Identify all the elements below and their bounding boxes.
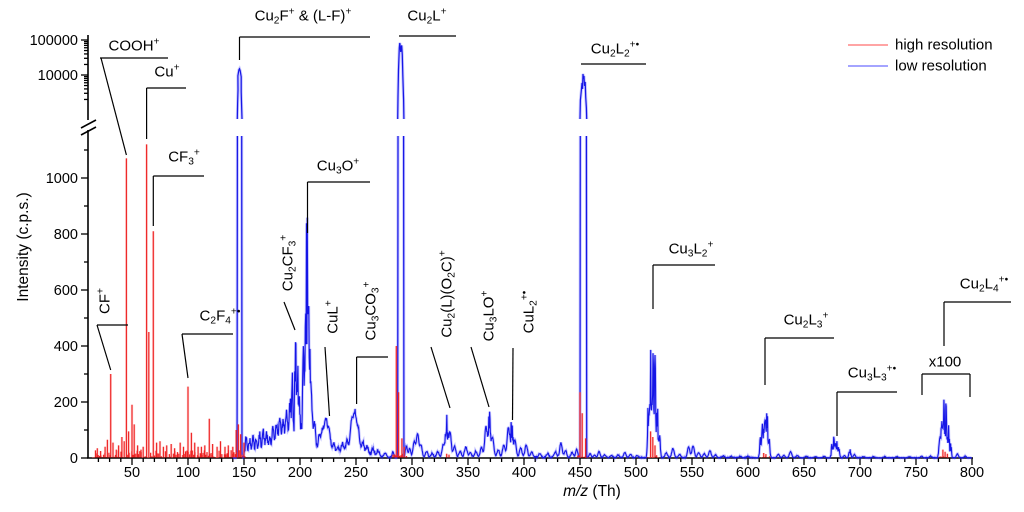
annotation-leader-lines [96, 35, 1011, 436]
peak-label-cu2f-lf: Cu2F+ & (L-F)+ [254, 6, 352, 27]
svg-text:800: 800 [960, 465, 984, 481]
axes [80, 35, 973, 459]
peak-label-cu3o: Cu3O+ [316, 156, 360, 177]
y-axis-title: Intensity (c.p.s.) [15, 192, 32, 302]
svg-text:500: 500 [624, 465, 648, 481]
peak-label-cf-plus: CF+ [95, 288, 114, 314]
peak-label-cu2l: Cu2L+ [407, 6, 447, 27]
peak-label-cu-plus: Cu+ [154, 62, 180, 81]
svg-text:100: 100 [176, 465, 200, 481]
peak-label-cu2l4: Cu2L4+• [959, 274, 1009, 295]
legend-label-high_resolution: high resolution [895, 36, 993, 54]
svg-text:400: 400 [512, 465, 536, 481]
peak-label-cu3l3: Cu3L3+• [847, 363, 897, 384]
peak-label-cu2l3: Cu2L3+ [783, 310, 829, 331]
peak-label-cu3lo: Cu3LO+ [479, 290, 500, 342]
peak-label-x100: x100 [928, 353, 962, 371]
peak-label-cu3l2: Cu3L2+ [668, 239, 714, 260]
svg-text:300: 300 [400, 465, 424, 481]
svg-text:750: 750 [904, 465, 928, 481]
legend-label-low_resolution: low resolution [895, 57, 987, 75]
tick-labels: 50 100 150 200 250 300 350 400 450 500 550 600 650 70… [30, 33, 984, 481]
svg-text:450: 450 [568, 465, 592, 481]
svg-text:1000: 1000 [46, 171, 78, 187]
peak-label-cul: CuL+ [323, 300, 342, 334]
svg-text:150: 150 [232, 465, 256, 481]
svg-text:200: 200 [54, 395, 78, 411]
peak-label-cooh-plus: COOH+ [108, 36, 160, 55]
svg-text:650: 650 [792, 465, 816, 481]
peak-label-cul2: CuL2+• [519, 290, 540, 334]
peak-label-cu2lo2c: Cu2(L)(O2C)+ [437, 250, 458, 338]
svg-text:250: 250 [344, 465, 368, 481]
svg-text:700: 700 [848, 465, 872, 481]
peak-label-cu3co3: Cu3CO3+ [361, 281, 382, 341]
peak-label-cu2l2: Cu2L2+• [590, 39, 640, 60]
peak-label-cu2cf3: Cu2CF3+ [278, 234, 299, 292]
svg-text:0: 0 [70, 451, 78, 467]
svg-text:550: 550 [680, 465, 704, 481]
tick-marks [81, 39, 973, 465]
svg-text:10000: 10000 [38, 68, 78, 84]
svg-text:600: 600 [736, 465, 760, 481]
svg-text:50: 50 [124, 465, 140, 481]
x-axis-title: m/z (Th) [563, 483, 621, 500]
series-low-resolution [232, 42, 973, 462]
svg-text:200: 200 [288, 465, 312, 481]
svg-text:400: 400 [54, 339, 78, 355]
peak-label-cf3-plus: CF3+ [168, 147, 200, 168]
svg-text:800: 800 [54, 227, 78, 243]
series-high-resolution [91, 144, 951, 458]
svg-text:100000: 100000 [30, 33, 78, 49]
svg-text:600: 600 [54, 283, 78, 299]
svg-text:350: 350 [456, 465, 480, 481]
peak-label-c2f4: C2F4+• [199, 306, 241, 327]
